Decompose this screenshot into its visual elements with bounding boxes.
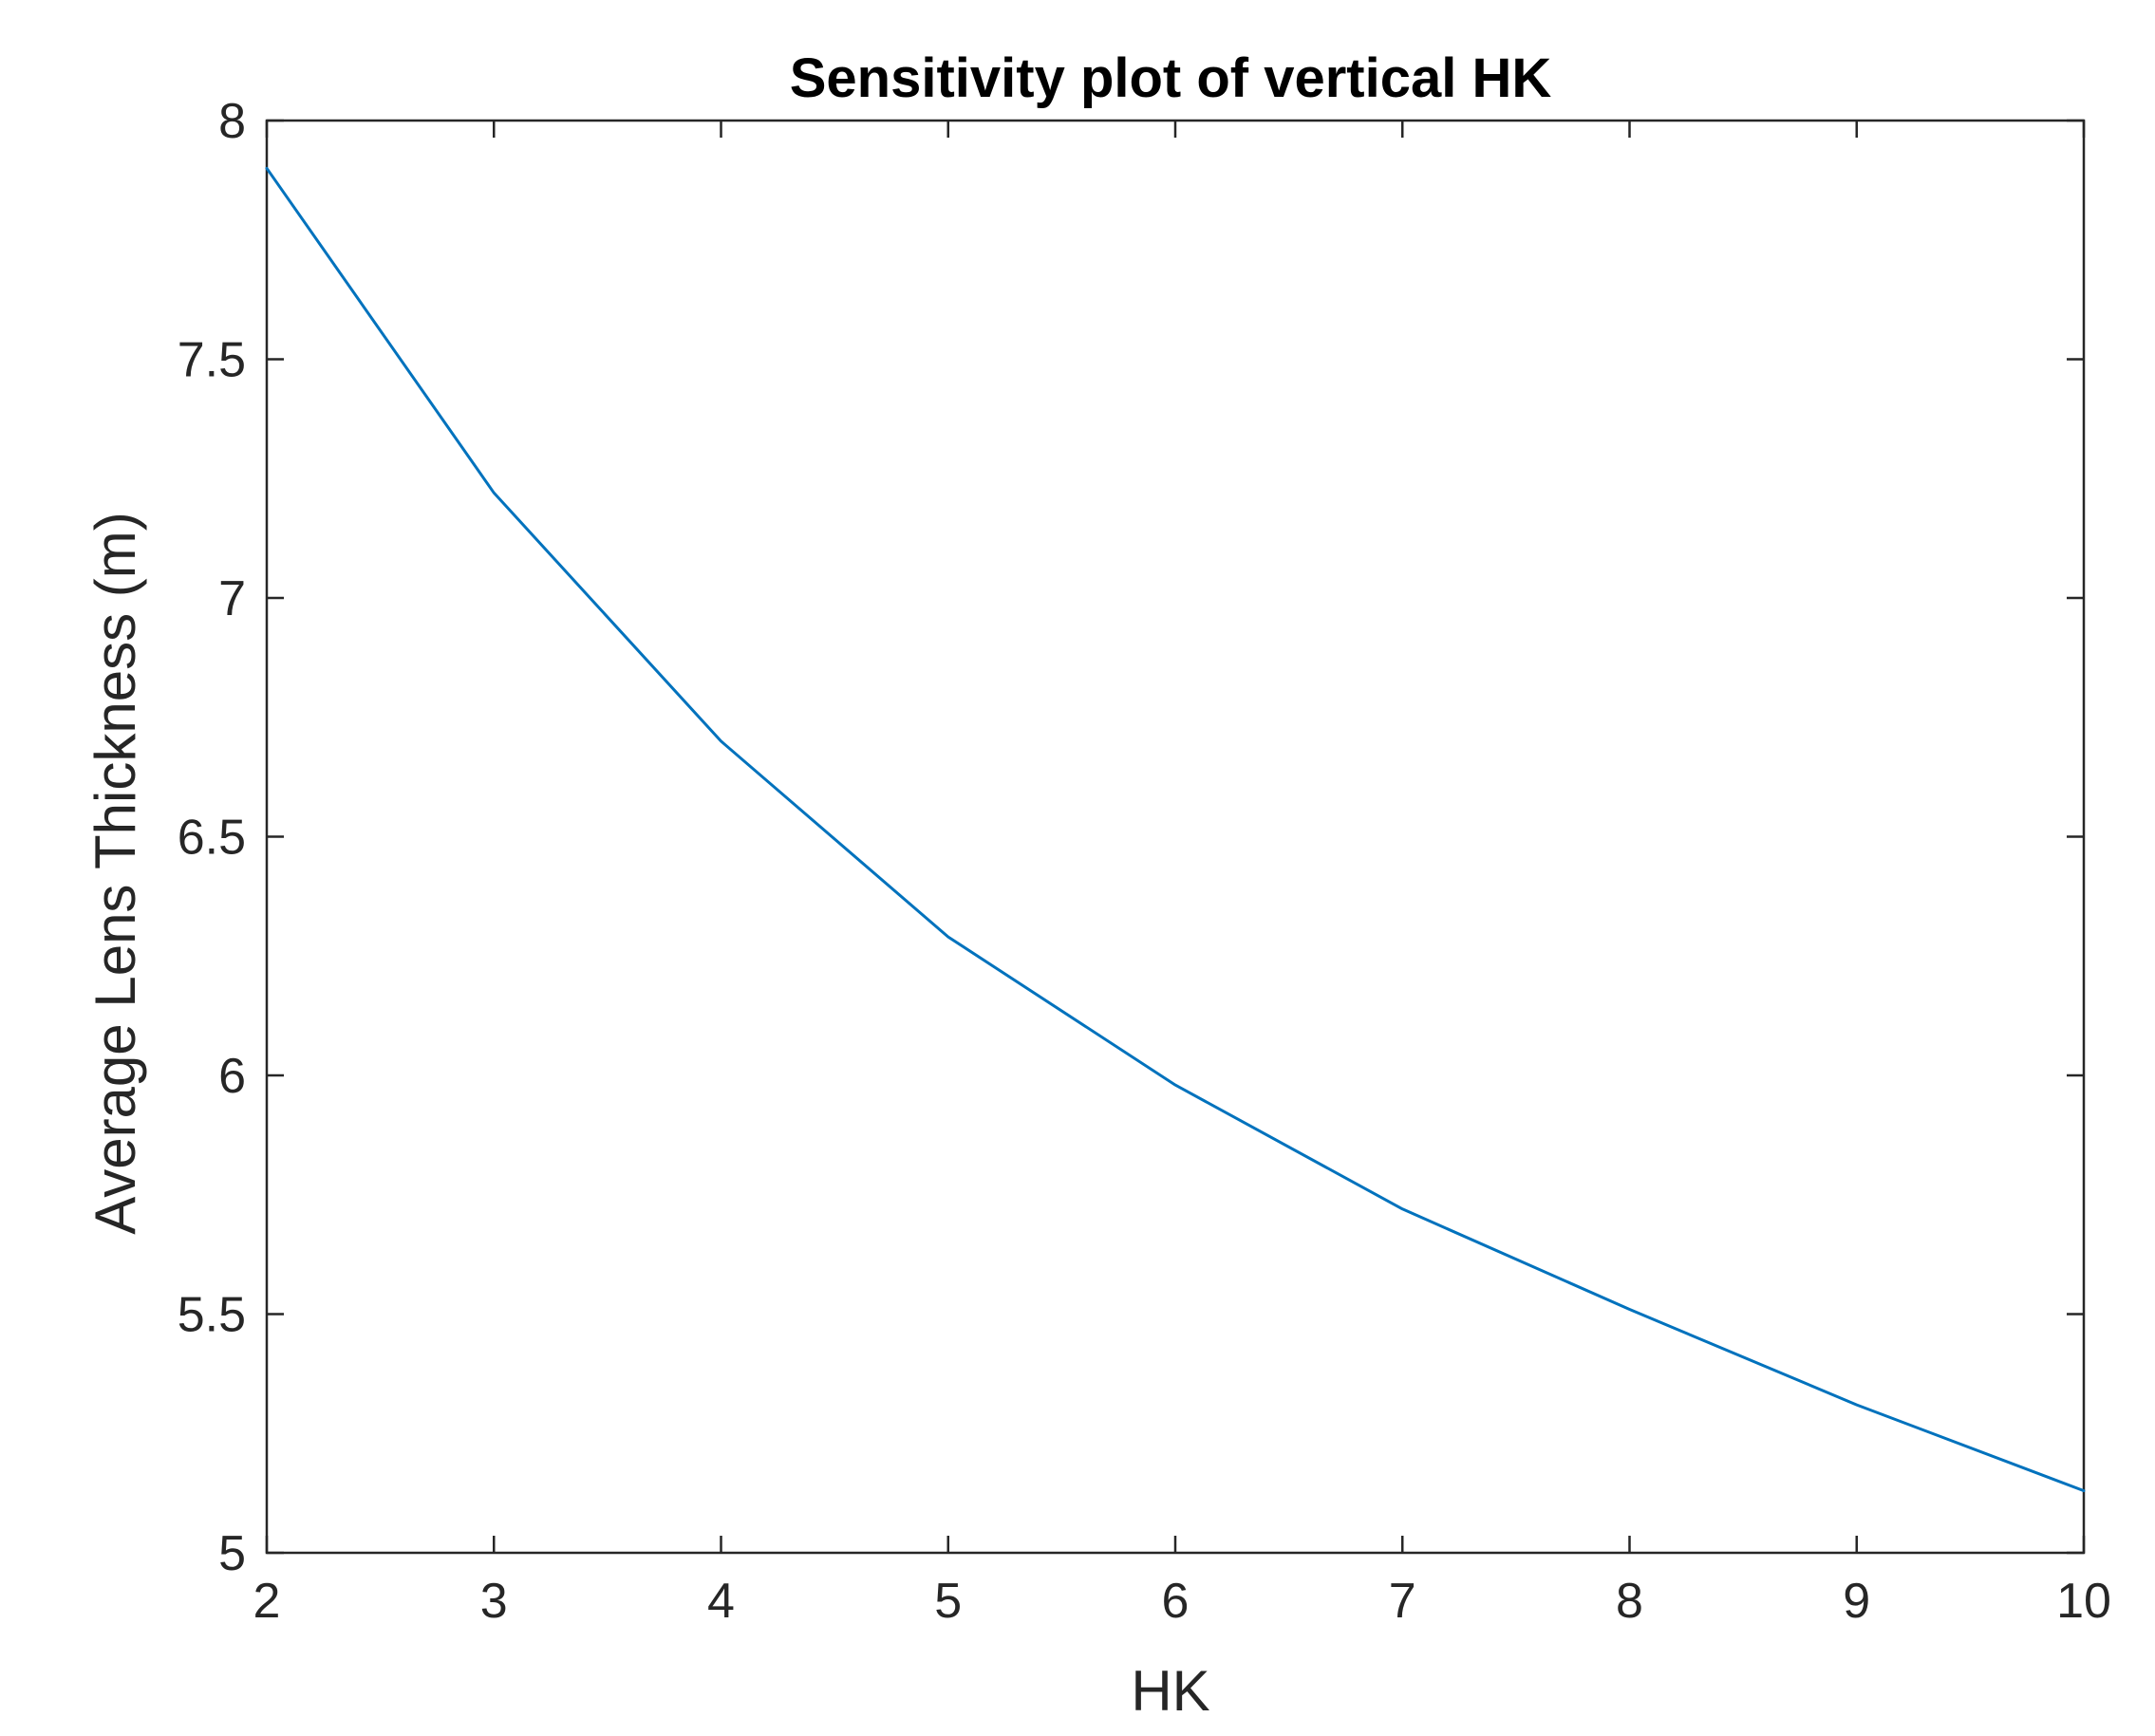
- y-axis-label: Average Lens Thickness (m): [84, 512, 147, 1234]
- x-axis-label: HK: [1131, 1659, 1209, 1723]
- x-tick-label: 5: [934, 1574, 962, 1629]
- x-tick-label: 6: [1162, 1574, 1190, 1629]
- y-tick-label: 7: [218, 571, 246, 626]
- series-line: [265, 166, 2086, 1493]
- axes-box: [265, 119, 2086, 1555]
- y-tick-label: 6.5: [178, 811, 246, 866]
- y-tick-label: 6: [218, 1049, 246, 1104]
- y-tick-label: 5: [218, 1526, 246, 1581]
- plot-area: 2 3 4 5 6 7 8 9 10 5 5.5 6 6.5 7 7.5 8: [178, 94, 2111, 1629]
- x-tick-label: 10: [2056, 1574, 2111, 1629]
- x-tick-label: 7: [1389, 1574, 1416, 1629]
- x-tick-label: 3: [480, 1574, 508, 1629]
- x-tick-label: 8: [1616, 1574, 1643, 1629]
- chart-title: Sensitivity plot of vertical HK: [790, 47, 1552, 109]
- x-tick-label: 9: [1843, 1574, 1870, 1629]
- y-tick-label: 7.5: [178, 333, 246, 388]
- x-tick-label: 4: [707, 1574, 735, 1629]
- y-tick-label: 8: [218, 94, 246, 149]
- x-tick-label: 2: [253, 1574, 281, 1629]
- y-tick-label: 5.5: [178, 1288, 246, 1343]
